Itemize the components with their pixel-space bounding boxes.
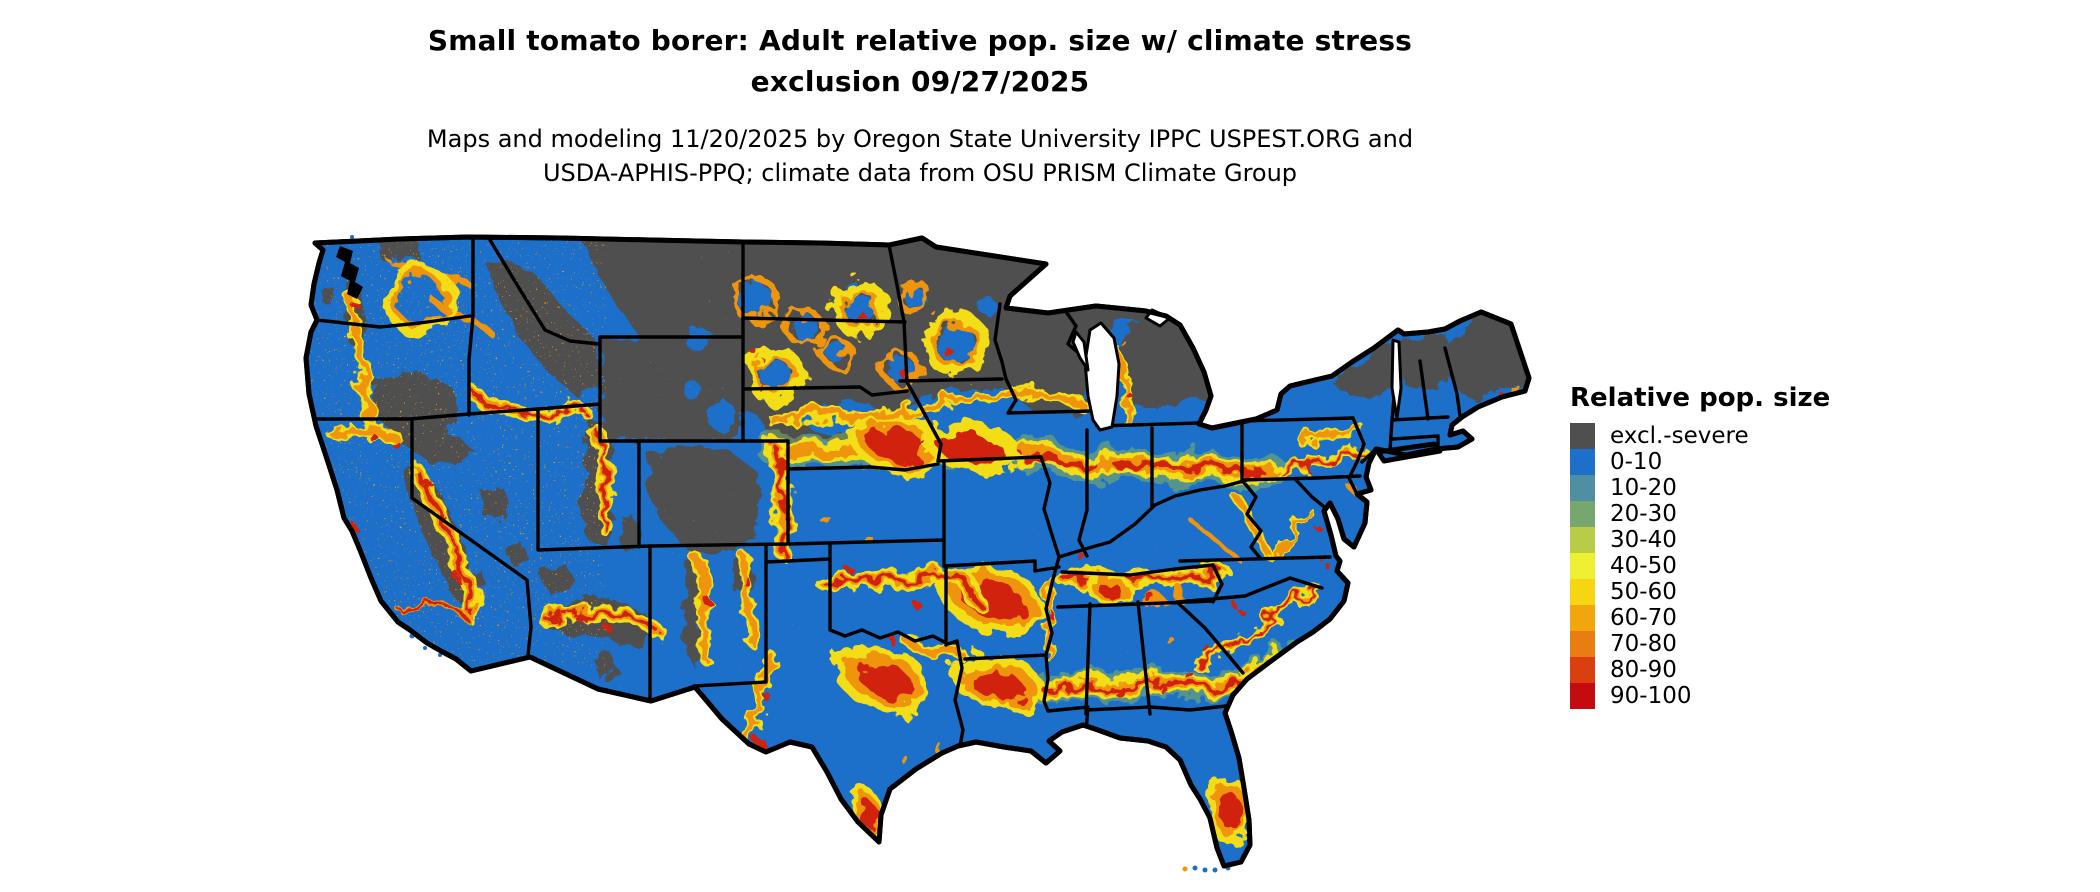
figure-title: Small tomato borer: Adult relative pop. … bbox=[0, 20, 1840, 102]
title-line-2: exclusion 09/27/2025 bbox=[750, 65, 1090, 98]
great-lakes bbox=[1071, 308, 1403, 432]
legend-swatch bbox=[1570, 501, 1595, 527]
legend-label: 50-60 bbox=[1610, 579, 1677, 605]
legend-row: 60-70 bbox=[1570, 605, 1830, 631]
legend-swatch bbox=[1570, 683, 1595, 709]
title-line-1: Small tomato borer: Adult relative pop. … bbox=[427, 24, 1413, 57]
lake-michigan bbox=[1083, 321, 1121, 432]
legend-row: 20-30 bbox=[1570, 501, 1830, 527]
legend-label: 80-90 bbox=[1610, 657, 1677, 683]
legend-swatch bbox=[1570, 579, 1595, 605]
legend-swatch bbox=[1570, 553, 1595, 579]
legend-row: 90-100 bbox=[1570, 683, 1830, 709]
map-legend: Relative pop. size excl.-severe 0-10 10-… bbox=[1570, 383, 1830, 709]
legend-title: Relative pop. size bbox=[1570, 383, 1831, 413]
legend-swatch bbox=[1570, 423, 1595, 449]
subtitle-line-1: Maps and modeling 11/20/2025 by Oregon S… bbox=[426, 125, 1414, 153]
legend-label: 20-30 bbox=[1610, 501, 1677, 527]
legend-label: 10-20 bbox=[1610, 475, 1677, 501]
legend-label: 60-70 bbox=[1610, 605, 1677, 631]
legend-row: excl.-severe bbox=[1570, 423, 1830, 449]
legend-swatch bbox=[1570, 527, 1595, 553]
legend-row: 30-40 bbox=[1570, 527, 1830, 553]
legend-swatch bbox=[1570, 475, 1595, 501]
legend-row: 50-60 bbox=[1570, 579, 1830, 605]
legend-row: 80-90 bbox=[1570, 657, 1830, 683]
legend-items: excl.-severe 0-10 10-20 20-30 30-40 bbox=[1570, 423, 1830, 709]
figure-subtitle: Maps and modeling 11/20/2025 by Oregon S… bbox=[0, 122, 1840, 190]
keys-speck bbox=[1182, 866, 1188, 872]
legend-row: 40-50 bbox=[1570, 553, 1830, 579]
san-juan-islands bbox=[350, 235, 354, 239]
legend-label: excl.-severe bbox=[1610, 423, 1749, 449]
legend-label: 30-40 bbox=[1610, 527, 1677, 553]
state-borders bbox=[308, 237, 1462, 748]
legend-label: 90-100 bbox=[1610, 683, 1692, 709]
green-bay bbox=[1071, 330, 1090, 372]
legend-swatch bbox=[1570, 449, 1595, 475]
legend-swatch bbox=[1570, 657, 1595, 683]
puget-sound bbox=[336, 246, 363, 299]
legend-label: 0-10 bbox=[1610, 449, 1663, 475]
legend-row: 10-20 bbox=[1570, 475, 1830, 501]
subtitle-line-2: USDA-APHIS-PPQ; climate data from OSU PR… bbox=[542, 159, 1298, 187]
legend-row: 0-10 bbox=[1570, 449, 1830, 475]
legend-row: 70-80 bbox=[1570, 631, 1830, 657]
legend-swatch bbox=[1570, 631, 1595, 657]
legend-swatch bbox=[1570, 605, 1595, 631]
lake-champlain bbox=[1390, 338, 1403, 420]
legend-label: 40-50 bbox=[1610, 553, 1677, 579]
legend-label: 70-80 bbox=[1610, 631, 1677, 657]
